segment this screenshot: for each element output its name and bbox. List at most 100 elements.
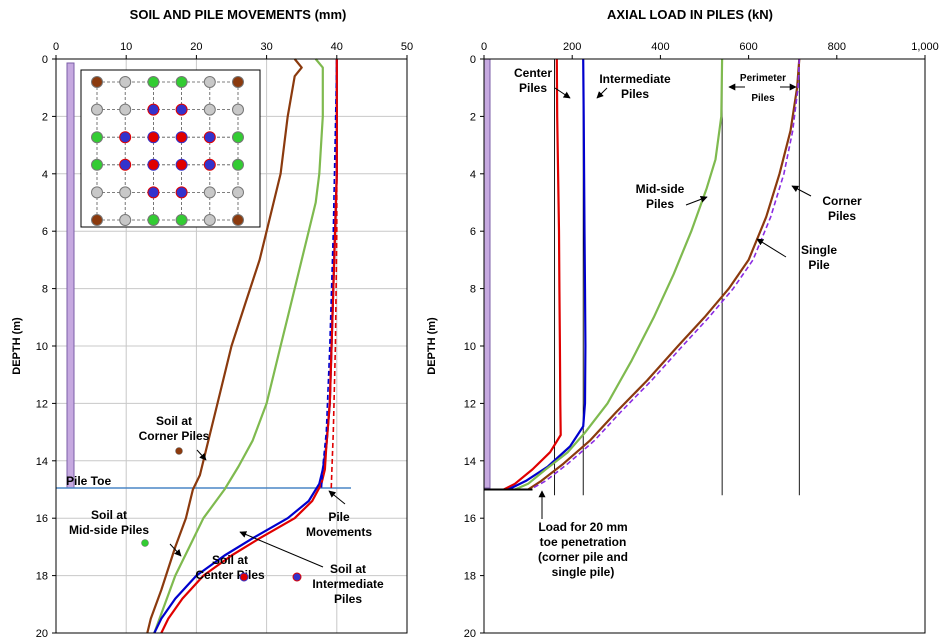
y-axis-label: DEPTH (m) — [11, 317, 23, 375]
annotation-soil-midside: Soil at Mid-side Piles — [69, 508, 149, 537]
inset-pile-grey — [91, 103, 103, 116]
pile-shaft — [66, 62, 75, 489]
annotation-pile-movements: Pile Movements — [306, 510, 372, 539]
inset-pile-corner — [91, 76, 103, 88]
inset-pile-grey — [203, 214, 216, 226]
y-tick-label: 14 — [464, 456, 476, 468]
series-soil-center — [160, 59, 338, 634]
y-tick-label: 6 — [470, 226, 476, 238]
pile-shaft — [483, 58, 491, 489]
y-tick-label: 12 — [464, 398, 476, 410]
pile-layout-inset — [80, 69, 261, 228]
y-tick-label: 2 — [42, 111, 48, 123]
series-corner-piles — [527, 58, 801, 491]
series-pile-intermediate — [320, 58, 338, 490]
annotation-perimeter-piles: Perimeter Piles — [740, 73, 786, 104]
y-tick-label: 16 — [464, 513, 476, 525]
y-tick-label: 10 — [464, 341, 476, 353]
annotation-toe-load: Load for 20 mm toe penetration (corner pil… — [538, 520, 628, 579]
inset-pile-intermediate — [175, 103, 188, 116]
x-tick-label: 600 — [739, 41, 757, 53]
chart-axial-load: AXIAL LOAD IN PILES (kN) 0 200 400 600 800 1,… — [426, 7, 939, 638]
y-tick-label: 8 — [470, 284, 476, 296]
inset-pile-grey — [119, 186, 132, 199]
inset-pile-midside — [175, 214, 188, 226]
inset-pile-grey — [119, 103, 132, 116]
annotation-arrows — [169, 449, 346, 568]
chart-soil-pile-movements: SOIL AND PILE MOVEMENTS (mm) Pile Toe 0 1… — [11, 7, 413, 638]
annotation-single-pile: Single Pile — [801, 243, 837, 272]
pile-toe-label: Pile Toe — [66, 474, 111, 488]
inset-pile-midside — [147, 214, 160, 226]
x-tick-label: 20 — [190, 41, 202, 53]
y-tick-label: 2 — [470, 111, 476, 123]
annotation-soil-center: Soil at Center Piles — [195, 553, 265, 582]
y-tick-label: 4 — [470, 169, 476, 181]
y-tick-label: 6 — [42, 226, 48, 238]
x-tick-label: 200 — [563, 41, 581, 53]
series-single-pile — [529, 58, 801, 491]
inset-pile-midside — [91, 131, 103, 144]
inset-pile-midside — [175, 76, 188, 88]
series-intermediate-piles — [507, 58, 587, 491]
inset-pile-midside — [232, 158, 244, 171]
annotation-center-piles: Center Piles — [514, 66, 552, 95]
x-tick-label: 400 — [651, 41, 669, 53]
inset-pile-grey — [203, 186, 216, 199]
y-tick-label: 0 — [470, 54, 476, 66]
annotation-corner-piles: Corner Piles — [822, 194, 862, 223]
y-tick-label: 16 — [36, 513, 48, 525]
inset-pile-center — [175, 158, 188, 171]
x-tick-label: 40 — [331, 41, 343, 53]
annotation-soil-corner: Soil at Corner Piles — [139, 414, 210, 443]
inset-pile-intermediate — [203, 158, 216, 171]
inset-pile-midside — [147, 76, 160, 88]
chart-title: SOIL AND PILE MOVEMENTS (mm) — [130, 7, 347, 22]
inset-pile-center — [147, 131, 160, 144]
inset-pile-center — [175, 131, 188, 144]
y-tick-label: 12 — [36, 398, 48, 410]
series-soil-corner — [146, 58, 303, 634]
inset-pile-intermediate — [147, 103, 160, 116]
y-tick-label: 14 — [36, 456, 48, 468]
y-tick-label: 18 — [36, 571, 48, 583]
x-tick-label: 1,000 — [911, 41, 939, 53]
series-pile-center — [330, 59, 338, 490]
x-tick-label: 800 — [828, 41, 846, 53]
inset-pile-grey — [232, 186, 244, 199]
inset-pile-center — [147, 158, 160, 171]
x-tick-label: 0 — [53, 41, 59, 53]
x-tick-label: 0 — [481, 41, 487, 53]
x-tick-label: 30 — [260, 41, 272, 53]
y-tick-label: 18 — [464, 571, 476, 583]
annotation-soil-intermediate: Soil at Intermediate Piles — [312, 562, 384, 606]
inset-pile-grey — [119, 214, 132, 226]
y-axis-label: DEPTH (m) — [426, 317, 438, 375]
inset-pile-midside — [91, 158, 103, 171]
x-tick-label: 10 — [120, 41, 132, 53]
y-tick-label: 8 — [42, 284, 48, 296]
annotation-arrows — [538, 83, 812, 519]
inset-pile-intermediate — [203, 131, 216, 144]
inset-pile-intermediate — [119, 131, 132, 144]
inset-pile-grey — [91, 186, 103, 199]
y-tick-label: 4 — [42, 169, 48, 181]
inset-pile-midside — [232, 131, 244, 144]
inset-pile-grey — [203, 103, 216, 116]
y-tick-label: 20 — [36, 628, 48, 638]
inset-pile-intermediate — [175, 186, 188, 199]
y-tick-label: 10 — [36, 341, 48, 353]
chart-title: AXIAL LOAD IN PILES (kN) — [607, 7, 773, 22]
inset-pile-grey — [119, 76, 132, 88]
inset-pile-corner — [232, 76, 244, 88]
inset-pile-grey — [232, 103, 244, 116]
inset-pile-intermediate — [147, 186, 160, 199]
x-tick-label: 50 — [401, 41, 413, 53]
series-soil-midside — [153, 58, 324, 634]
series-mid-side-piles — [514, 58, 724, 491]
series-center-piles — [503, 58, 562, 491]
inset-pile-corner — [232, 214, 244, 226]
y-tick-label: 20 — [464, 628, 476, 638]
y-tick-label: 0 — [42, 54, 48, 66]
